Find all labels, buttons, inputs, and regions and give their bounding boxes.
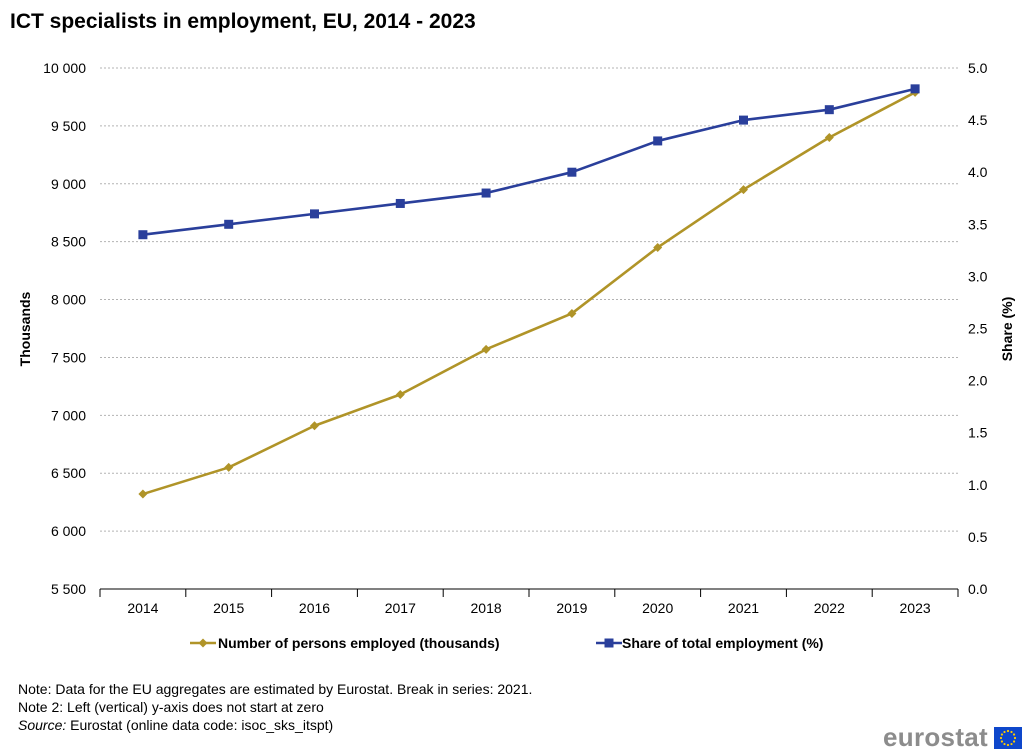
x-axis-ticks: 2014 2015 2016 2017 2018 2019 2020 2021 2022 2023: [127, 600, 931, 616]
data-point: [395, 198, 405, 208]
left-tick-label: 6 500: [51, 465, 86, 481]
legend-label: Number of persons employed (thousands): [218, 635, 500, 651]
right-tick-label: 1.0: [968, 477, 988, 493]
flag-star: [1010, 742, 1013, 745]
series: [138, 84, 920, 499]
legend: Number of persons employed (thousands) Sh…: [190, 635, 823, 651]
notes: Note: Data for the EU aggregates are est…: [18, 680, 532, 734]
data-point: [567, 167, 577, 177]
note-2: Note 2: Left (vertical) y-axis does not …: [18, 699, 324, 715]
legend-label: Share of total employment (%): [622, 635, 823, 651]
x-tick-label: 2014: [127, 600, 158, 616]
flag-star: [1000, 739, 1004, 743]
right-tick-label: 4.5: [968, 112, 988, 128]
line-chart: 5 500 6 000 6 500 7 000 7 500 8 000 8 500 9 000…: [17, 60, 1015, 651]
source-text: Eurostat (online data code: isoc_sks_its…: [66, 717, 334, 733]
data-point: [739, 115, 748, 125]
x-tick-label: 2017: [385, 600, 416, 616]
flag-star: [1000, 732, 1004, 736]
legend-marker: [198, 638, 208, 648]
x-tick-label: 2016: [299, 600, 330, 616]
legend-marker: [604, 638, 614, 648]
left-tick-label: 5 500: [51, 581, 86, 597]
flag-star: [1012, 739, 1016, 743]
right-tick-label: 2.0: [968, 373, 988, 389]
data-point: [224, 219, 234, 229]
data-point: [824, 132, 834, 142]
y-axis-label-right: Share (%): [999, 297, 1015, 362]
data-point: [310, 209, 319, 219]
x-tick-label: 2015: [213, 600, 244, 616]
source-label: Source:: [18, 717, 67, 733]
data-point: [739, 185, 748, 195]
data-point: [310, 421, 319, 431]
flag-star: [1012, 732, 1016, 736]
left-axis-ticks: 5 500 6 000 6 500 7 000 7 500 8 000 8 500 9 000…: [43, 60, 86, 597]
x-tick-label: 2018: [471, 600, 502, 616]
series-line: [142, 87, 916, 237]
x-tick-label: 2019: [556, 600, 587, 616]
y-axis-label-left: Thousands: [17, 291, 33, 366]
eu-flag-icon: [994, 726, 1022, 749]
note-1: Note: Data for the EU aggregates are est…: [18, 681, 533, 697]
chart-title: ICT specialists in employment, EU, 2014 …: [10, 10, 476, 33]
right-tick-label: 0.5: [968, 529, 988, 545]
data-point: [395, 389, 405, 399]
right-tick-label: 5.0: [968, 60, 988, 76]
right-axis-ticks: 0.0 0.5 1.0 1.5 2.0 2.5 3.0 3.5 4.0 4.5 5.0: [968, 60, 988, 597]
x-tick-label: 2023: [900, 600, 931, 616]
flag-star: [1013, 736, 1017, 739]
flag-star: [1006, 729, 1010, 732]
left-tick-label: 9 000: [51, 176, 86, 192]
flag-star: [999, 736, 1003, 739]
data-point: [138, 489, 148, 499]
right-tick-label: 2.5: [968, 321, 988, 337]
right-tick-label: 4.0: [968, 164, 988, 180]
x-tick-label: 2022: [814, 600, 845, 616]
flag-star: [1006, 743, 1010, 746]
series-line: [142, 91, 916, 496]
flag-star: [1010, 730, 1013, 733]
data-point: [653, 242, 663, 252]
right-tick-label: 0.0: [968, 581, 988, 597]
data-point: [824, 105, 834, 115]
right-tick-label: 3.0: [968, 268, 988, 284]
flag-star: [1003, 742, 1006, 745]
data-point: [481, 188, 491, 198]
left-tick-label: 8 000: [51, 292, 86, 308]
flag-star: [1003, 730, 1006, 733]
data-point: [138, 230, 148, 240]
right-tick-label: 1.5: [968, 425, 988, 441]
left-tick-label: 9 500: [51, 118, 86, 134]
left-tick-label: 7 000: [51, 407, 86, 423]
left-tick-label: 7 500: [51, 349, 86, 365]
brand-name: eurostat: [883, 722, 988, 752]
x-tick-label: 2021: [728, 600, 759, 616]
eurostat-logo: eurostat: [883, 722, 1022, 753]
source-line: Source: Eurostat (online data code: isoc…: [18, 716, 532, 734]
data-point: [481, 344, 491, 354]
left-tick-label: 10 000: [43, 60, 86, 76]
x-tick-label: 2020: [642, 600, 673, 616]
data-point: [224, 462, 234, 472]
right-tick-label: 3.5: [968, 216, 988, 232]
left-tick-label: 6 000: [51, 523, 86, 539]
data-point: [653, 136, 663, 146]
axes: [99, 588, 959, 597]
left-tick-label: 8 500: [51, 234, 86, 250]
data-point: [567, 308, 577, 318]
data-point: [910, 84, 920, 94]
